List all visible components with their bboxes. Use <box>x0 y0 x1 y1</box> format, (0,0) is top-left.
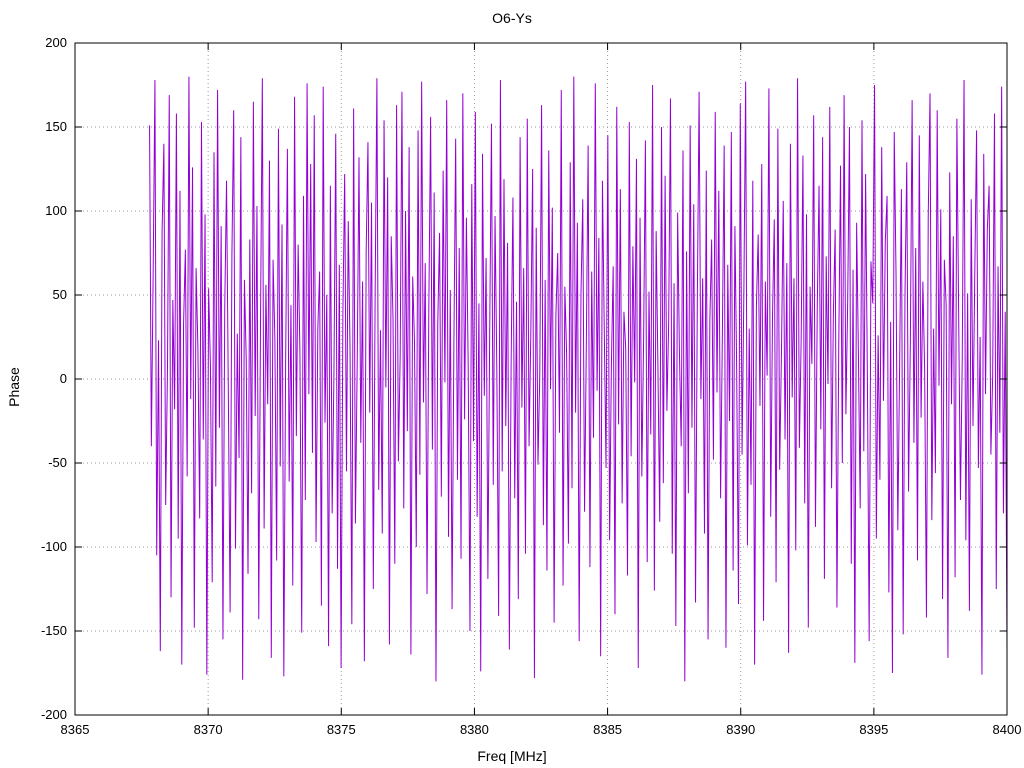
svg-text:8390: 8390 <box>726 722 755 737</box>
svg-text:8380: 8380 <box>460 722 489 737</box>
svg-text:-200: -200 <box>41 707 67 722</box>
chart-title: O6-Ys <box>492 10 532 26</box>
svg-text:-100: -100 <box>41 539 67 554</box>
svg-text:8375: 8375 <box>327 722 356 737</box>
svg-text:200: 200 <box>45 35 67 50</box>
svg-text:-150: -150 <box>41 623 67 638</box>
svg-text:-50: -50 <box>48 455 67 470</box>
svg-text:150: 150 <box>45 119 67 134</box>
svg-text:8370: 8370 <box>194 722 223 737</box>
x-axis-label: Freq [MHz] <box>477 748 547 764</box>
svg-text:50: 50 <box>53 287 67 302</box>
svg-text:8395: 8395 <box>859 722 888 737</box>
svg-text:8385: 8385 <box>593 722 622 737</box>
svg-text:8365: 8365 <box>61 722 90 737</box>
svg-text:0: 0 <box>60 371 67 386</box>
svg-text:100: 100 <box>45 203 67 218</box>
svg-text:8400: 8400 <box>993 722 1022 737</box>
